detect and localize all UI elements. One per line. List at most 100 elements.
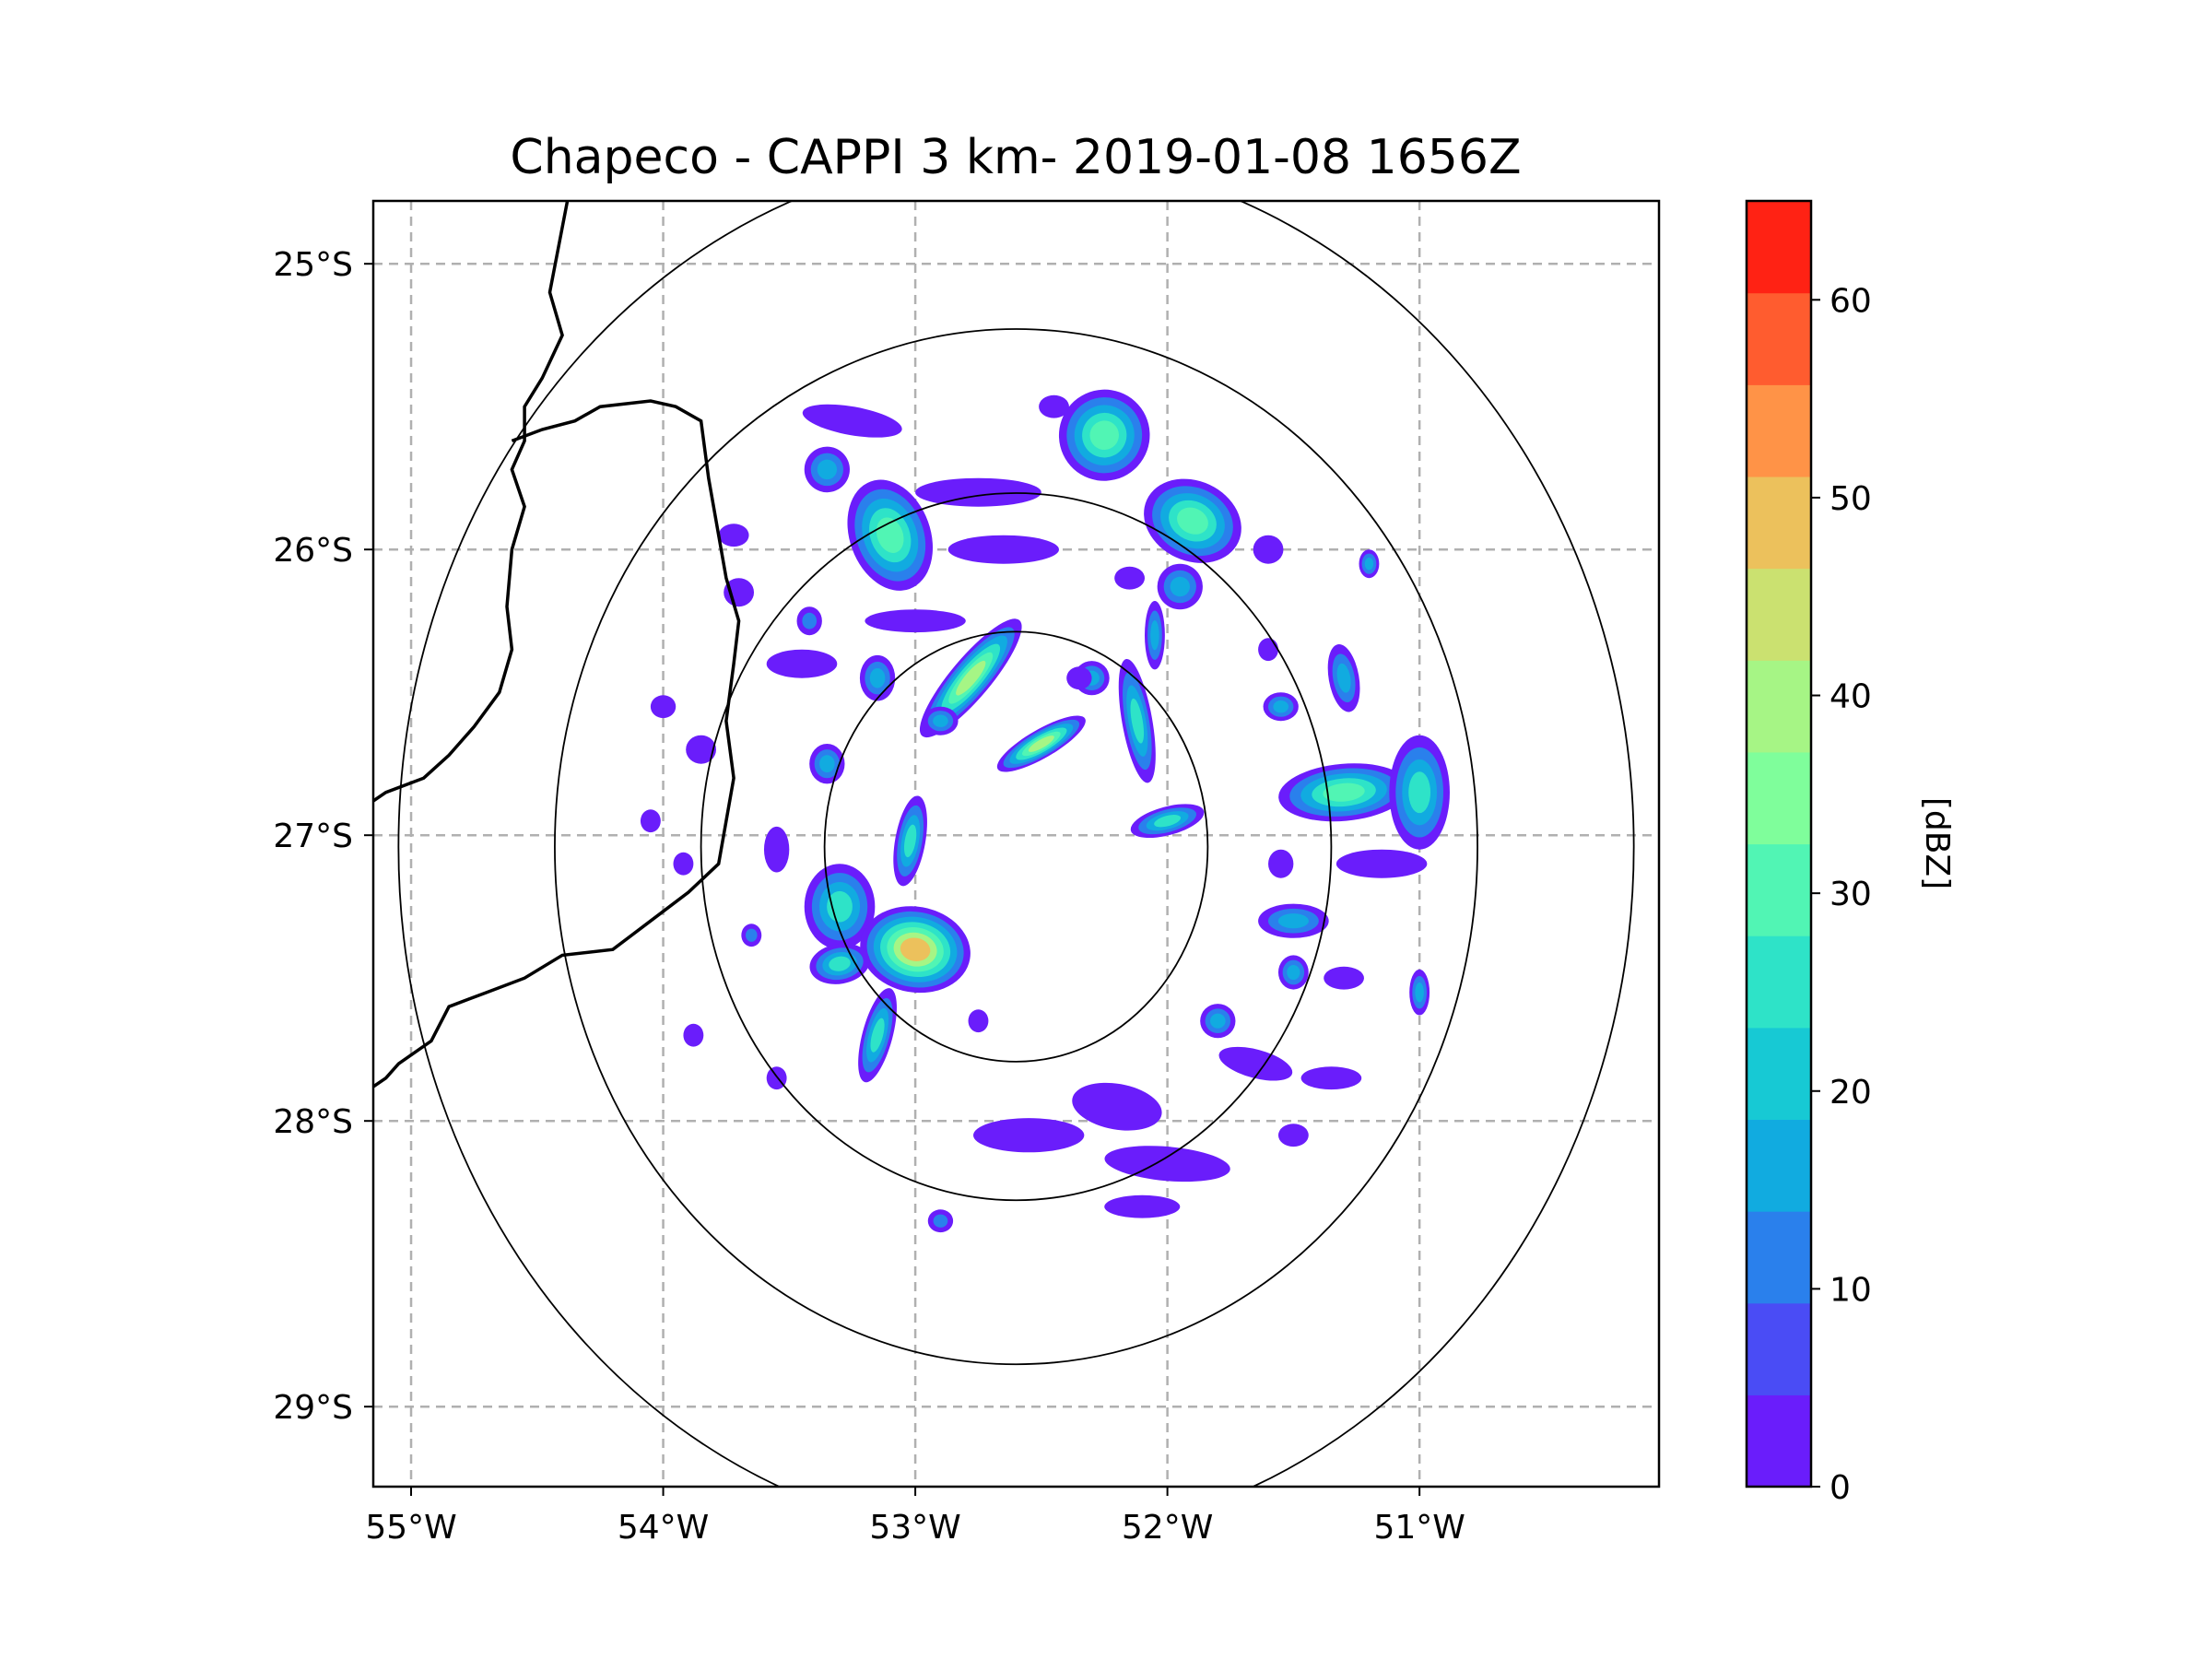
x-tick-label-2: 53°W (869, 1509, 960, 1547)
echo-contour-11-2 (869, 667, 886, 688)
echo-cell (1327, 643, 1360, 712)
echo-cell (923, 706, 959, 735)
echo-contour-55-0 (683, 1023, 704, 1047)
echo-cell (1359, 549, 1380, 579)
map-background (373, 201, 1659, 1487)
echo-cell (1277, 1124, 1309, 1147)
echo-cell (1253, 535, 1284, 564)
echo-contour-51-0 (1268, 849, 1294, 878)
echo-cell (1389, 735, 1450, 850)
echo-contour-39-0 (1335, 849, 1428, 878)
colorbar-segment-5 (1747, 935, 1811, 1029)
colorbar-tick-label-3: 30 (1830, 876, 1872, 913)
y-axis-ticks: 25°S 26°S 27°S 28°S 29°S (273, 246, 373, 1427)
x-axis-ticks: 55°W 54°W 53°W 52°W 51°W (365, 1487, 1465, 1547)
echo-contour-49-0 (968, 1009, 989, 1033)
echo-cell (766, 649, 838, 678)
echo-cell (741, 924, 762, 947)
echo-cell (1218, 1046, 1293, 1081)
echo-contour-15-3 (829, 956, 851, 971)
echo-contour-52-0 (1258, 638, 1278, 662)
echo-contour-18-4 (1323, 782, 1365, 802)
echo-cell (640, 809, 661, 833)
echo-cell (1278, 763, 1409, 822)
y-tick-label-1: 26°S (273, 532, 353, 570)
echo-cell (860, 906, 971, 994)
echo-cell (1268, 849, 1294, 878)
colorbar-segment-11 (1747, 384, 1811, 477)
echo-cell (804, 446, 850, 493)
colorbar-segment-8 (1747, 660, 1811, 753)
echo-cell (1114, 566, 1145, 590)
echo-cell (1058, 389, 1150, 481)
echo-contour-58-0 (1253, 535, 1284, 564)
echo-cell (1409, 969, 1430, 1016)
colorbar (1745, 199, 1813, 1488)
x-tick-label-1: 54°W (618, 1509, 709, 1547)
echo-cell (802, 404, 902, 438)
echo-cell (1072, 1082, 1162, 1131)
coastline (373, 201, 741, 1088)
echo-cell (1335, 849, 1428, 878)
echo-contour-31-0 (1072, 1082, 1162, 1131)
y-tick-label-3: 28°S (273, 1103, 353, 1141)
echo-contour-10-2 (819, 755, 835, 773)
echo-contour-37-0 (766, 649, 838, 678)
echo-contour-50-0 (1104, 1194, 1181, 1218)
echo-contour-40-0 (1218, 1046, 1293, 1081)
y-tick-label-0: 25°S (273, 246, 353, 284)
echo-contour-6-5 (1028, 735, 1054, 752)
colorbar-tick-label-6: 60 (1830, 282, 1872, 320)
colorbar-segment-6 (1747, 843, 1811, 936)
colorbar-tick-label-1: 10 (1830, 1271, 1872, 1309)
map-frame (371, 199, 1661, 1488)
echo-contour-24-2 (1210, 1013, 1226, 1029)
range-rings (397, 201, 1635, 1487)
echo-cell (1157, 563, 1203, 610)
echo-contour-48-0 (1324, 966, 1364, 990)
colorbar-segment-12 (1747, 292, 1811, 385)
echo-cell (650, 695, 677, 719)
echo-contour-57-0 (1039, 394, 1069, 418)
colorbar-segment-7 (1747, 751, 1811, 845)
echo-contour-17-3 (903, 824, 917, 858)
chart-title: Chapeco - CAPPI 3 km- 2019-01-08 1656Z (510, 130, 1521, 185)
echo-cell (763, 826, 790, 873)
echo-contour-9-3 (1154, 815, 1182, 828)
echo-contour-14-6 (900, 937, 931, 961)
echo-cell (893, 795, 927, 887)
echo-cell (919, 618, 1022, 738)
echo-cell (947, 535, 1059, 564)
colorbar-tick-label-0: 0 (1830, 1469, 1851, 1507)
colorbar-tick-label-4: 40 (1830, 678, 1872, 716)
echo-contour-34-0 (802, 404, 902, 438)
echo-contour-60-0 (1277, 1124, 1309, 1147)
colorbar-tick-label-5: 50 (1830, 480, 1872, 518)
colorbar-segment-10 (1747, 476, 1811, 570)
echo-cell (973, 1118, 1085, 1153)
reflectivity-echoes (640, 389, 1450, 1233)
echo-cell (796, 606, 822, 636)
state-border (373, 399, 741, 1088)
echo-contour-36-0 (947, 535, 1059, 564)
echo-contour-53-0 (650, 695, 677, 719)
x-tick-label-3: 52°W (1122, 1509, 1213, 1547)
colorbar-segment-9 (1747, 568, 1811, 661)
echo-cell (968, 1009, 989, 1033)
echo-cell (1300, 1066, 1362, 1090)
echo-cell (1277, 955, 1309, 990)
echo-contour-21-2 (1273, 700, 1289, 713)
echo-contour-16-3 (870, 1018, 885, 1053)
echo-contour-35-0 (915, 477, 1041, 507)
echo-cell (1263, 692, 1299, 722)
echo-cell (859, 654, 896, 701)
country-border (373, 201, 570, 803)
echo-contour-28-1 (802, 612, 818, 629)
echo-contour-8-3 (1130, 698, 1145, 744)
echo-contour-46-0 (1114, 566, 1145, 590)
echo-contour-25-2 (1415, 982, 1424, 1003)
echo-contour-45-0 (718, 524, 749, 547)
echo-cell (1324, 966, 1364, 990)
echo-contour-3-4 (1177, 507, 1208, 535)
